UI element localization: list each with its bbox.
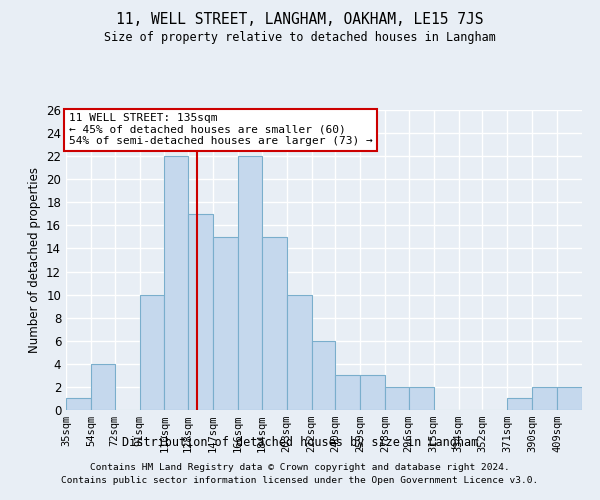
Bar [507, 398, 532, 410]
Bar [66, 398, 91, 410]
Bar [188, 214, 213, 410]
Bar [287, 294, 311, 410]
Bar [557, 387, 582, 410]
Bar [213, 237, 238, 410]
Text: 11, WELL STREET, LANGHAM, OAKHAM, LE15 7JS: 11, WELL STREET, LANGHAM, OAKHAM, LE15 7… [116, 12, 484, 28]
Text: 11 WELL STREET: 135sqm
← 45% of detached houses are smaller (60)
54% of semi-det: 11 WELL STREET: 135sqm ← 45% of detached… [68, 113, 373, 146]
Bar [238, 156, 262, 410]
Bar [385, 387, 409, 410]
Bar [532, 387, 557, 410]
Text: Size of property relative to detached houses in Langham: Size of property relative to detached ho… [104, 31, 496, 44]
Bar [140, 294, 164, 410]
Text: Contains public sector information licensed under the Open Government Licence v3: Contains public sector information licen… [61, 476, 539, 485]
Bar [164, 156, 188, 410]
Bar [262, 237, 287, 410]
Y-axis label: Number of detached properties: Number of detached properties [28, 167, 41, 353]
Bar [91, 364, 115, 410]
Bar [335, 376, 360, 410]
Bar [409, 387, 434, 410]
Text: Contains HM Land Registry data © Crown copyright and database right 2024.: Contains HM Land Registry data © Crown c… [90, 464, 510, 472]
Text: Distribution of detached houses by size in Langham: Distribution of detached houses by size … [122, 436, 478, 449]
Bar [360, 376, 385, 410]
Bar [311, 341, 335, 410]
